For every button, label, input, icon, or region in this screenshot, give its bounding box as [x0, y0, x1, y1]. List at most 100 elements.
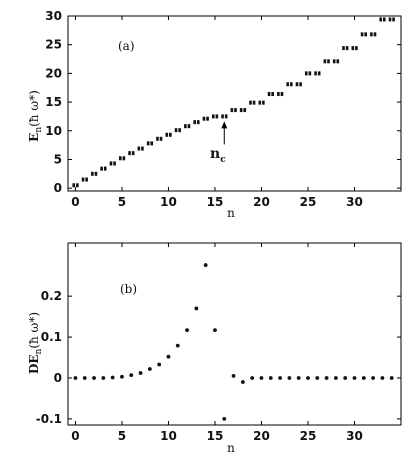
data-point-b-15	[213, 328, 217, 333]
x-tick-label-b-6: 30	[346, 429, 363, 443]
data-points-a	[72, 17, 395, 188]
y-tick-label-b-2: 0.1	[41, 330, 62, 344]
y-axis-label-sub-a: n	[34, 127, 44, 133]
data-point-a-11	[174, 128, 181, 133]
plot-frame-a	[67, 15, 402, 192]
data-point-a-4	[109, 161, 116, 166]
ticks-a: 0 5 10 15 20 25 30 0 5 10 15 20 25 30	[45, 9, 401, 209]
y-tick-label-a-0: 0	[54, 181, 62, 195]
x-tick-label-a-3: 15	[207, 195, 224, 209]
y-tick-label-a-1: 5	[54, 152, 62, 166]
data-point-a-10	[165, 132, 172, 137]
x-axis-label-b: n	[227, 441, 235, 455]
data-point-b-10	[166, 354, 171, 359]
data-point-b-11	[175, 343, 180, 348]
data-point-a-18	[239, 108, 247, 113]
data-point-a-29	[342, 46, 349, 51]
x-tick-label-b-0: 0	[71, 429, 79, 443]
x-tick-label-b-1: 5	[118, 429, 126, 443]
x-tick-label-a-4: 20	[253, 195, 270, 209]
data-point-a-7	[137, 146, 144, 151]
annotation-arrowhead	[221, 121, 228, 129]
data-point-a-33	[379, 17, 386, 22]
data-point-a-21	[267, 92, 274, 97]
data-point-b-3	[101, 376, 106, 380]
data-point-a-17	[230, 108, 237, 113]
data-point-a-27	[323, 59, 330, 64]
annotation-nc-main: n	[210, 146, 220, 162]
data-point-a-32	[370, 32, 377, 37]
data-point-b-30	[352, 376, 357, 380]
data-point-b-25	[306, 376, 310, 380]
svg-text:En(ħ ω*): En(ħ ω*)	[27, 90, 44, 142]
data-point-a-5	[118, 156, 126, 161]
x-tick-label-a-5: 25	[300, 195, 317, 209]
data-point-a-1	[81, 177, 88, 182]
y-tick-label-b-0: -0.1	[36, 412, 62, 426]
data-point-a-3	[100, 166, 107, 171]
plot-frame-b	[67, 242, 402, 426]
x-tick-label-b-5: 25	[300, 429, 317, 443]
data-point-b-29	[343, 376, 348, 380]
x-tick-label-b-4: 20	[253, 429, 270, 443]
data-point-b-16	[222, 416, 227, 421]
data-point-a-22	[277, 92, 284, 97]
x-tick-label-a-6: 30	[346, 195, 363, 209]
data-point-b-23	[287, 376, 292, 380]
svg-text:DEn(ħ ω*): DEn(ħ ω*)	[27, 312, 44, 374]
y-tick-label-b-3: 0.2	[41, 289, 62, 303]
data-point-a-25	[304, 71, 312, 76]
data-point-a-34	[388, 17, 395, 22]
y-tick-label-a-5: 25	[45, 38, 62, 52]
data-point-a-20	[258, 100, 265, 105]
data-point-b-20	[259, 376, 264, 380]
data-point-a-28	[332, 59, 340, 64]
data-point-b-27	[324, 376, 329, 380]
y-tick-label-a-3: 15	[45, 95, 62, 109]
data-point-a-6	[128, 151, 135, 156]
data-point-b-14	[203, 263, 208, 267]
data-point-b-24	[296, 376, 301, 380]
data-point-a-15	[211, 114, 219, 119]
data-point-b-28	[333, 376, 338, 380]
data-point-a-9	[156, 136, 163, 141]
data-point-b-9	[157, 362, 162, 367]
data-point-b-26	[315, 376, 320, 380]
data-point-b-17	[231, 374, 236, 378]
y-axis-label-main-b: DE	[27, 354, 41, 374]
y-axis-label-sub-b: n	[34, 348, 44, 354]
data-point-b-21	[268, 376, 273, 380]
data-point-b-2	[92, 376, 96, 380]
data-point-b-4	[110, 375, 115, 380]
y-axis-label-main-a: E	[27, 133, 41, 142]
x-tick-label-a-1: 5	[118, 195, 126, 209]
data-point-a-16	[221, 114, 228, 119]
data-point-a-30	[351, 46, 358, 51]
y-axis-label-unit-a: (ħ ω*)	[27, 90, 41, 127]
data-point-b-33	[380, 376, 385, 380]
data-point-a-19	[249, 100, 256, 105]
data-points-b	[73, 263, 394, 421]
data-point-a-13	[193, 120, 200, 125]
panel-b: 0 5 10 15 20 25 30-0.100.10.2 (b) DEn(ħ ω*) n	[27, 242, 402, 455]
y-tick-label-a-2: 10	[45, 124, 62, 138]
data-point-b-8	[147, 367, 152, 371]
panel-label-b: (b)	[120, 282, 137, 296]
x-axis-label-a: n	[227, 206, 235, 220]
data-point-b-13	[194, 306, 199, 311]
data-point-a-12	[184, 124, 191, 129]
data-point-b-19	[250, 376, 255, 380]
data-point-b-6	[129, 373, 134, 378]
y-axis-label-unit-b: (ħ ω*)	[27, 312, 41, 349]
data-point-a-31	[360, 32, 367, 37]
data-point-b-34	[389, 376, 394, 380]
data-point-b-31	[361, 376, 366, 380]
data-point-a-14	[202, 116, 209, 121]
y-tick-label-b-1: 0	[54, 371, 62, 385]
data-point-b-5	[120, 374, 124, 379]
data-point-a-8	[146, 141, 154, 146]
data-point-b-32	[371, 376, 375, 380]
data-point-b-22	[278, 376, 282, 380]
data-point-b-1	[82, 376, 87, 380]
